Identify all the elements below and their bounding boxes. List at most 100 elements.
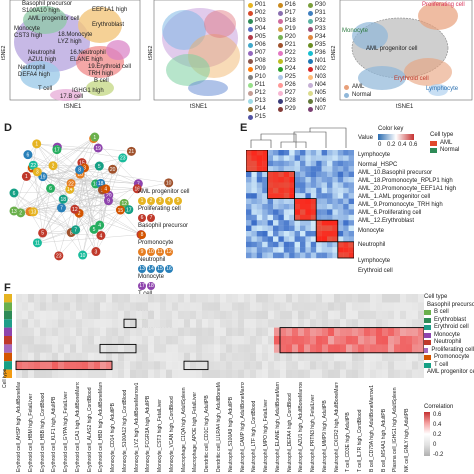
heatmap-cell: [262, 166, 268, 172]
corr-cell: [94, 302, 101, 311]
corr-cell: [310, 361, 317, 370]
corr-cell: [304, 336, 311, 345]
panel-e-letter: E: [240, 122, 248, 134]
corr-cell: [274, 319, 281, 328]
corr-cell: [268, 319, 275, 328]
legend-label: P19: [285, 26, 296, 32]
corr-cell: [412, 344, 419, 353]
panel-b-legend-item: P33: [308, 26, 338, 33]
network-node-label: 20: [110, 167, 116, 173]
network-edge: [33, 188, 51, 212]
panel-e-row-label: AML_6.Proliferating cell: [358, 210, 422, 216]
heatmap-cell: [305, 193, 311, 199]
panel-b-legend-item: P31: [308, 10, 338, 17]
heatmap-cell: [327, 193, 333, 199]
corr-cell: [184, 369, 191, 378]
network-edge: [29, 194, 109, 212]
corr-cell: [142, 319, 149, 328]
legend-node: 7: [147, 214, 155, 222]
corr-cell: [64, 361, 71, 370]
corr-cell: [382, 361, 389, 370]
corr-cell: [100, 310, 107, 320]
panel-f-column-label: Erythroid cell_AHSP high_AdultBoneMarrow…: [16, 382, 22, 472]
corr-cell: [364, 369, 371, 378]
heatmap-cell: [348, 160, 354, 167]
heatmap-cell: [283, 220, 290, 226]
network-node: [90, 132, 100, 142]
heatmap-block-outline: [267, 171, 296, 200]
heatmap-cell: [267, 155, 274, 161]
corr-cell: [388, 336, 395, 345]
legend-node: 14: [147, 265, 155, 273]
panel-b-legend-item: P05: [248, 34, 278, 41]
corr-cell: [208, 344, 215, 353]
corr-cell: [346, 319, 353, 328]
corr-cell: [358, 327, 365, 337]
heatmap-cell: [321, 236, 328, 242]
corr-cell: [22, 336, 29, 345]
network-edge: [36, 143, 76, 210]
corr-cell: [214, 361, 221, 370]
corr-cell: [76, 336, 83, 345]
heatmap-cell: [273, 220, 279, 226]
celltype-swatch: [424, 332, 431, 338]
heatmap-cell: [251, 166, 257, 172]
heatmap-cell: [262, 220, 268, 226]
corr-cell: [382, 327, 389, 337]
corr-cell: [166, 302, 173, 311]
heatmap-cell: [294, 241, 301, 248]
corr-cell: [322, 294, 329, 303]
heatmap-cell: [300, 209, 306, 215]
network-node: [89, 224, 99, 234]
highlight-box: [15, 360, 113, 371]
heatmap-cell: [332, 231, 338, 237]
corr-cell: [394, 361, 401, 370]
legend-label: P17: [285, 10, 296, 16]
heatmap-cell: [273, 155, 279, 161]
heatmap-cell: [316, 225, 322, 232]
heatmap-cell: [262, 225, 268, 232]
corr-cell: [112, 294, 119, 303]
corr-cell: [226, 344, 233, 353]
panel-c-label-4: Lymphocyte: [426, 86, 459, 92]
heatmap-cell: [343, 225, 349, 232]
heatmap-cell: [337, 252, 344, 259]
corr-cell: [118, 294, 125, 303]
corr-cell: [274, 369, 281, 378]
corr-cell: [40, 369, 47, 378]
celltype-swatch: [424, 325, 431, 331]
panel-f-column-label: Monocyte_CD14 high_AdultPB: [110, 403, 117, 472]
corr-cell: [232, 361, 239, 370]
network-node-label: 7: [60, 206, 63, 212]
heatmap-cell: [332, 187, 338, 194]
legend-node: 16: [165, 265, 173, 273]
network-node-label: 17: [126, 207, 132, 213]
corr-cell: [28, 369, 35, 378]
corr-cell: [112, 352, 119, 362]
corr-cell: [226, 310, 233, 320]
corr-cell: [88, 302, 95, 311]
network-node-label: 9: [107, 198, 110, 204]
panel-e-colorkey: Color key Value 0 0.2 0.4 0.6: [358, 126, 420, 156]
corr-cell: [130, 294, 137, 303]
legend-dot: [308, 51, 313, 56]
corr-cell: [58, 319, 65, 328]
corr-cell: [400, 310, 407, 320]
celltype-aml: AML: [430, 140, 474, 148]
heatmap-cell: [343, 177, 349, 183]
heatmap-cell: [348, 209, 354, 215]
corr-cell: [52, 352, 59, 362]
corr-cell: [208, 327, 215, 337]
legend-name: Proliferating cell: [138, 206, 181, 212]
heatmap-cell: [343, 193, 349, 199]
corr-cell: [406, 336, 413, 345]
legend-label: P12: [255, 90, 266, 96]
heatmap-cell: [278, 214, 284, 221]
heatmap-cell: [283, 225, 290, 232]
corr-cell: [298, 327, 305, 337]
corr-cell: [100, 369, 107, 378]
corr-cell: [88, 336, 95, 345]
corr-cell: [274, 302, 281, 311]
legend-label: N03: [315, 74, 327, 80]
corr-cell: [148, 344, 155, 353]
